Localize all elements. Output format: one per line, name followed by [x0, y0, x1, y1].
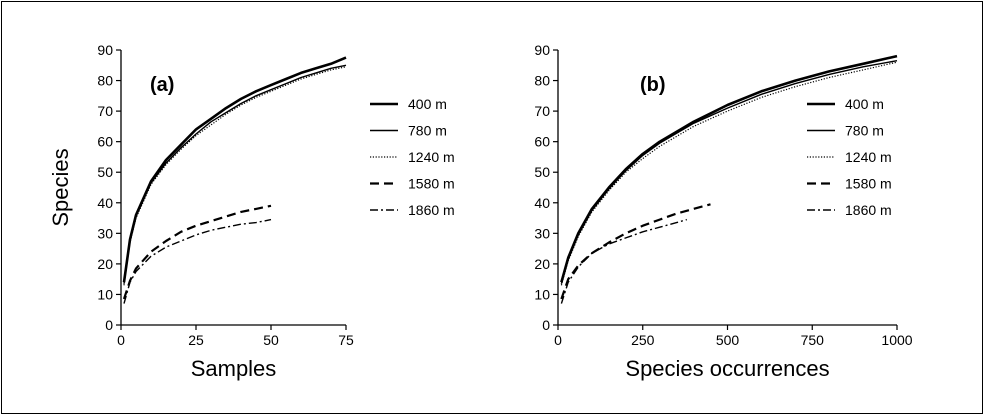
legend-label: 1240 m	[845, 149, 892, 165]
y-tick-label: 70	[97, 103, 113, 119]
x-tick-label: 50	[263, 332, 279, 348]
x-tick-label: 250	[631, 332, 655, 348]
series-line-1860-m	[123, 218, 272, 304]
y-tick-label: 20	[534, 256, 550, 272]
series-line-400-m	[560, 54, 898, 283]
legend-label: 1580 m	[845, 176, 892, 192]
y-tick-label: 10	[534, 286, 550, 302]
y-tick-label: 50	[534, 164, 550, 180]
y-tick-label: 90	[97, 42, 113, 58]
x-tick-label: 1000	[881, 332, 912, 348]
y-tick-label: 0	[542, 317, 550, 333]
y-axis-label: Species	[48, 148, 73, 226]
legend-label: 1240 m	[408, 149, 455, 165]
y-tick-label: 60	[97, 134, 113, 150]
panel-label: (a)	[150, 74, 174, 96]
x-axis-label: Samples	[191, 356, 277, 381]
series-line-1240-m	[560, 61, 898, 286]
chart-panel-1: 0 10 20 30 40 50 60 70 80 90 0 25 50 75 Samples Species…	[48, 42, 455, 381]
x-tick-label: 0	[117, 332, 125, 348]
y-tick-label: 10	[97, 286, 113, 302]
y-tick-label: 90	[534, 42, 550, 58]
legend-label: 1580 m	[408, 176, 455, 192]
y-tick-label: 50	[97, 164, 113, 180]
y-tick-label: 80	[97, 73, 113, 89]
legend-label: 1860 m	[845, 202, 892, 218]
series-line-1580-m	[122, 204, 272, 300]
x-tick-label: 500	[716, 332, 740, 348]
x-tick-label: 25	[188, 332, 204, 348]
series-line-780-m	[123, 64, 347, 284]
y-tick-label: 30	[97, 225, 113, 241]
series-line-1580-m	[560, 203, 711, 300]
panel-label: (b)	[640, 74, 666, 96]
series-line-780-m	[560, 60, 898, 284]
legend-label: 780 m	[845, 123, 884, 139]
series-line-1240-m	[123, 66, 347, 286]
x-axis-label: Species occurrences	[625, 356, 829, 381]
legend-label: 400 m	[408, 96, 447, 112]
y-tick-label: 70	[534, 103, 550, 119]
y-tick-label: 40	[534, 195, 550, 211]
x-tick-label: 75	[338, 332, 354, 348]
x-tick-label: 0	[554, 332, 562, 348]
y-tick-label: 80	[534, 73, 550, 89]
y-tick-label: 20	[97, 256, 113, 272]
y-tick-label: 30	[534, 225, 550, 241]
y-tick-label: 60	[534, 134, 550, 150]
x-tick-label: 750	[801, 332, 825, 348]
legend-label: 1860 m	[408, 202, 455, 218]
legend-label: 780 m	[408, 123, 447, 139]
y-tick-label: 40	[97, 195, 113, 211]
y-tick-label: 0	[105, 317, 113, 333]
chart-panel-2: 0 10 20 30 40 50 60 70 80 90 0 250 500 750 1000 Species…	[534, 42, 912, 381]
legend-label: 400 m	[845, 96, 884, 112]
